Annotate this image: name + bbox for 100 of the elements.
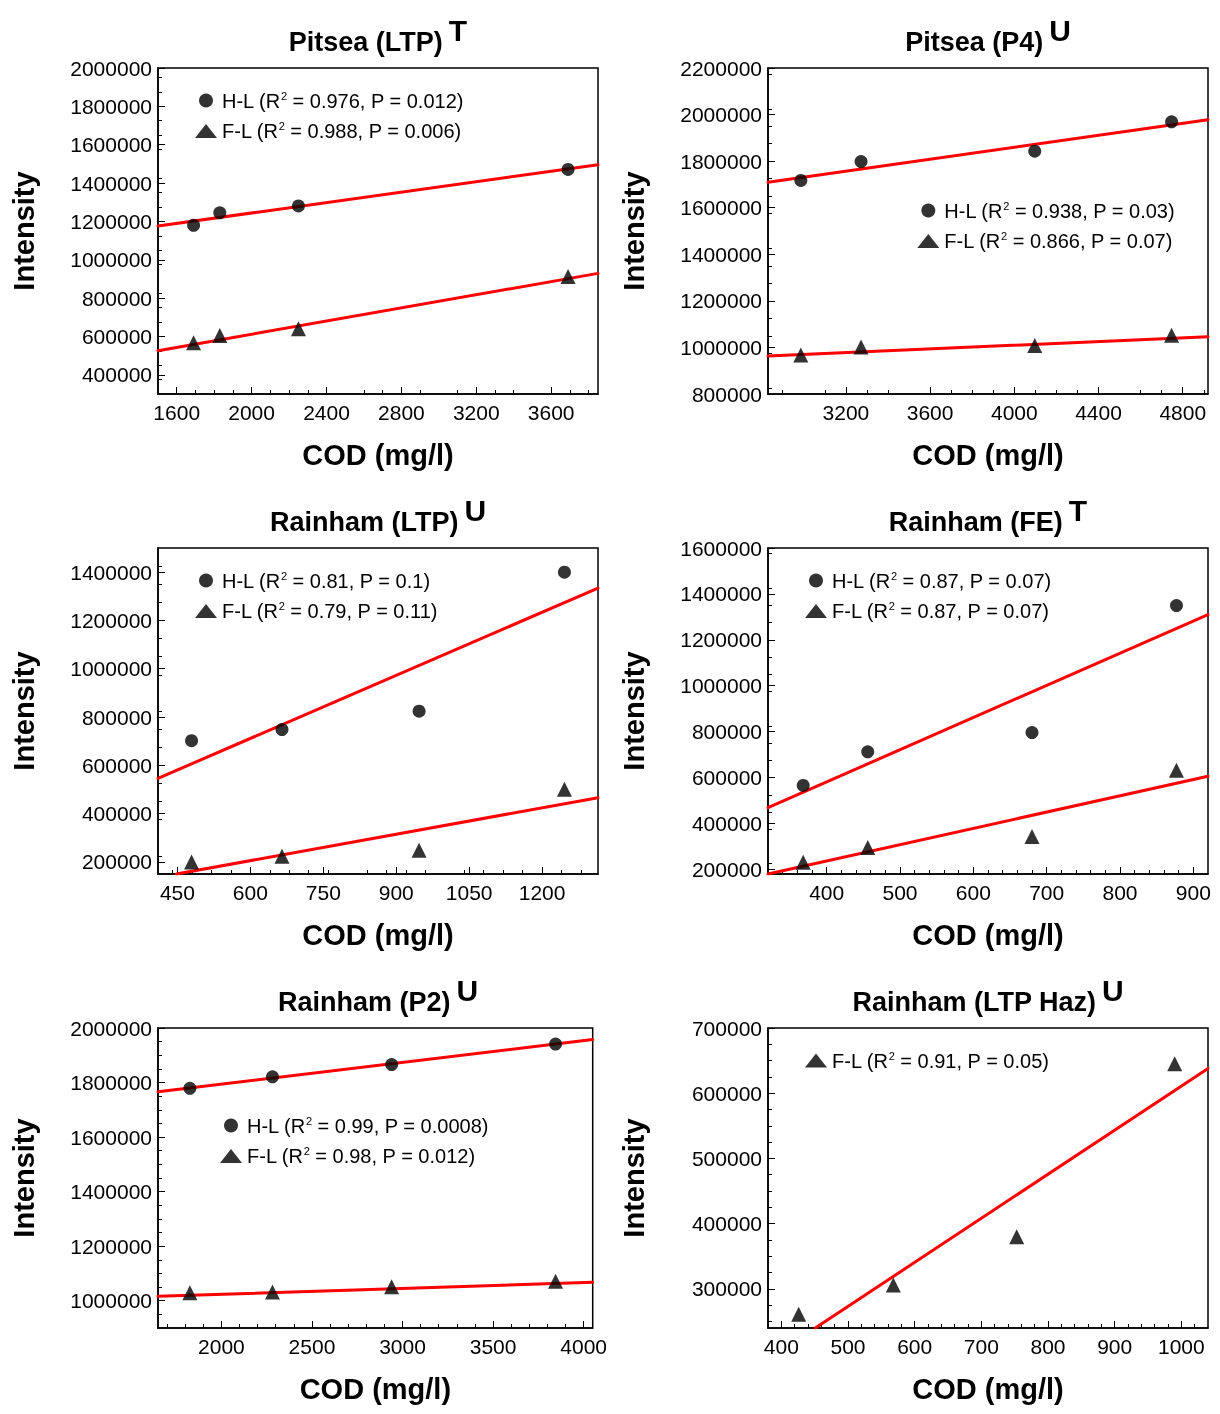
point [385, 1058, 399, 1072]
x-axis-title: COD (mg/l) [302, 918, 454, 951]
x-tick-label: 2800 [378, 401, 425, 424]
y-tick-label: 300000 [691, 1277, 762, 1301]
y-tick-label: 1400000 [70, 560, 152, 584]
x-tick-label: 900 [378, 881, 414, 904]
y-tick-label: 1600000 [680, 196, 762, 220]
x-tick-label: 700 [1029, 881, 1065, 904]
x-tick-label: 600 [897, 1335, 933, 1358]
point [791, 1306, 807, 1322]
y-tick-label: 2200000 [680, 56, 762, 80]
y-tick-label: 200000 [691, 857, 762, 881]
x-tick-label: 3200 [822, 401, 870, 424]
point [184, 854, 200, 870]
x-tick-label: 2500 [288, 1335, 336, 1358]
y-tick-label: 400000 [81, 802, 152, 826]
x-tick-label: 4400 [1075, 401, 1122, 424]
y-axis-title: Intensity [617, 651, 650, 771]
x-tick-label: 1000 [1157, 1335, 1205, 1358]
x-tick-label: 700 [963, 1335, 999, 1358]
y-tick-label: 2000000 [680, 103, 762, 127]
y-tick-label: 1400000 [680, 242, 762, 266]
x-axis-title: COD (mg/l) [912, 438, 1064, 471]
x-tick-label: 2400 [303, 401, 350, 424]
point [186, 335, 202, 351]
x-tick-label: 800 [1030, 1335, 1066, 1358]
x-tick-label: 2000 [228, 401, 275, 424]
y-tick-label: 1800000 [70, 94, 152, 118]
point [1167, 1056, 1183, 1072]
x-tick-label: 750 [305, 881, 341, 904]
y-tick-label: 1000000 [680, 335, 762, 359]
point [275, 723, 289, 737]
x-tick-label: 3500 [469, 1335, 517, 1358]
x-axis-title: COD (mg/l) [299, 1372, 452, 1405]
x-tick-label: 4000 [560, 1335, 607, 1358]
y-tick-label: 400000 [691, 1212, 762, 1236]
x-tick-label: 900 [1175, 881, 1211, 904]
x-tick-label: 1050 [445, 881, 493, 904]
y-tick-label: 800000 [81, 705, 152, 729]
y-tick-label: 1000000 [680, 674, 762, 698]
point [412, 704, 426, 718]
y-tick-label: 1600000 [70, 133, 152, 157]
point [274, 848, 290, 864]
y-tick-label: 600000 [691, 766, 762, 790]
y-tick-label: 200000 [81, 850, 152, 874]
y-tick-label: 1400000 [70, 1180, 152, 1204]
x-tick-label: 3200 [452, 401, 500, 424]
x-axis-title: COD (mg/l) [912, 918, 1064, 951]
point [1027, 338, 1043, 354]
point [1164, 327, 1180, 343]
x-tick-label: 1200 [518, 881, 566, 904]
point [557, 565, 571, 579]
point [885, 1277, 901, 1293]
point [796, 778, 810, 792]
x-tick-label: 2000 [198, 1335, 245, 1358]
x-tick-label: 500 [830, 1335, 866, 1358]
point [384, 1279, 400, 1295]
y-axis-title: Intensity [7, 651, 40, 771]
x-tick-label: 3000 [379, 1335, 426, 1358]
x-tick-label: 4800 [1159, 401, 1207, 424]
y-tick-label: 1400000 [70, 171, 152, 195]
point [548, 1273, 564, 1289]
x-tick-label: 4000 [990, 401, 1038, 424]
point [1168, 762, 1184, 778]
point [187, 218, 201, 232]
point [860, 840, 876, 856]
y-axis-title: Intensity [7, 171, 40, 291]
point [290, 321, 306, 337]
point [185, 734, 199, 748]
y-tick-label: 1000000 [70, 1289, 152, 1313]
y-tick-label: 1800000 [70, 1071, 152, 1095]
x-tick-label: 400 [763, 1335, 799, 1358]
x-tick-label: 450 [159, 881, 195, 904]
y-axis-title: Intensity [617, 1118, 650, 1238]
y-tick-label: 500000 [691, 1146, 762, 1170]
x-tick-label: 3600 [527, 401, 575, 424]
y-tick-label: 700000 [691, 1016, 762, 1040]
y-tick-label: 2000000 [70, 56, 152, 80]
point [794, 173, 808, 187]
y-tick-label: 1600000 [680, 536, 762, 560]
point [1028, 144, 1042, 158]
y-axis-title: Intensity [7, 1118, 40, 1238]
point [861, 745, 875, 759]
y-tick-label: 1200000 [680, 289, 762, 313]
point [561, 162, 575, 176]
x-tick-label: 600 [232, 881, 268, 904]
x-tick-label: 600 [955, 881, 991, 904]
point [1169, 599, 1183, 613]
x-tick-label: 3600 [906, 401, 954, 424]
point [549, 1037, 563, 1051]
y-tick-label: 1200000 [680, 628, 762, 652]
point [854, 155, 868, 169]
y-axis-title: Intensity [617, 171, 650, 291]
x-axis-title: COD (mg/l) [302, 438, 454, 471]
point [182, 1285, 198, 1301]
point [291, 199, 305, 213]
point [795, 854, 811, 870]
y-tick-label: 1200000 [70, 209, 152, 233]
y-tick-label: 600000 [81, 753, 152, 777]
point [1009, 1229, 1025, 1245]
